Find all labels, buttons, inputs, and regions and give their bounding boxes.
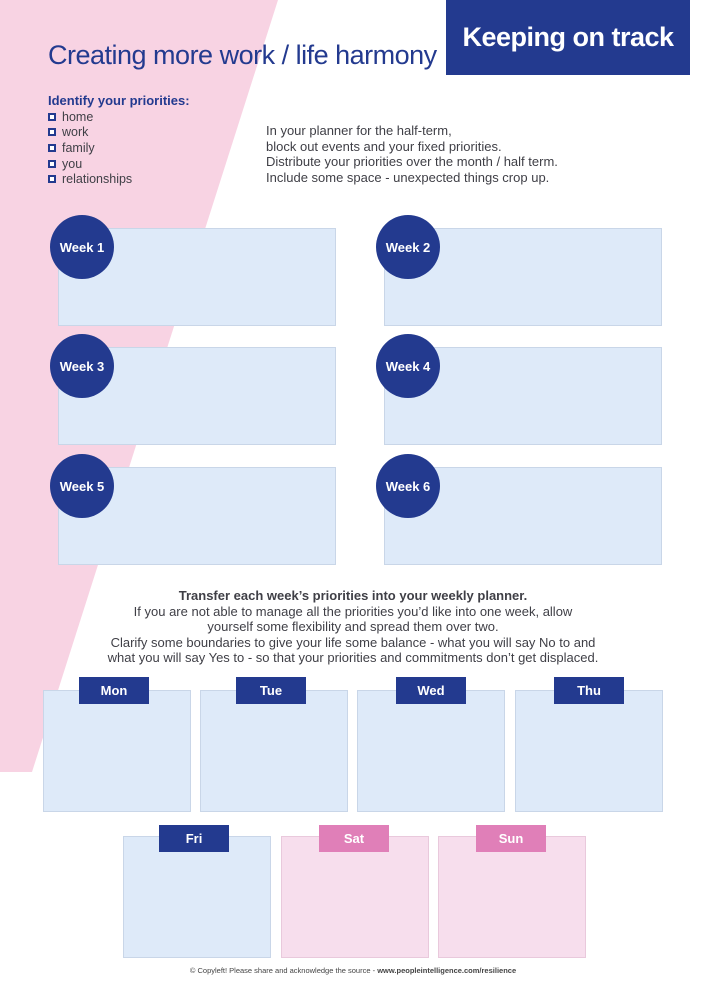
priority-label: work [62, 125, 89, 140]
priorities-heading: Identify your priorities: [48, 93, 190, 108]
day-box-mon[interactable] [43, 690, 191, 812]
priorities-list: home work family you relationships [48, 109, 132, 187]
checkbox-icon[interactable] [48, 175, 56, 184]
day-tab-tue: Tue [236, 677, 306, 704]
priority-item-work[interactable]: work [48, 125, 132, 141]
priority-label: relationships [62, 172, 133, 187]
week-1-badge: Week 1 [50, 215, 114, 279]
day-box-tue[interactable] [200, 690, 348, 812]
day-box-wed[interactable] [357, 690, 505, 812]
checkbox-icon[interactable] [48, 128, 56, 137]
week-4-badge: Week 4 [376, 334, 440, 398]
day-tab-thu: Thu [554, 677, 624, 704]
priority-item-home[interactable]: home [48, 109, 132, 125]
footer: © Copyleft! Please share and acknowledge… [0, 966, 706, 975]
day-tab-mon: Mon [79, 677, 149, 704]
transfer-line: Clarify some boundaries to give your lif… [110, 634, 596, 650]
header-badge: Keeping on track [446, 0, 690, 75]
checkbox-icon[interactable] [48, 112, 56, 121]
instruction-line: Include some space - unexpected things c… [266, 170, 550, 186]
instruction-line: In your planner for the half-term, [266, 123, 452, 138]
checkbox-icon[interactable] [48, 143, 56, 152]
transfer-line: yourself some flexibility and spread the… [207, 619, 499, 635]
priority-item-you[interactable]: you [48, 156, 132, 172]
day-tab-sat: Sat [319, 825, 389, 852]
transfer-instructions: Transfer each week’s priorities into you… [40, 588, 666, 666]
day-tab-sun: Sun [476, 825, 546, 852]
transfer-heading: Transfer each week’s priorities into you… [178, 588, 528, 603]
day-box-fri[interactable] [123, 836, 271, 958]
instruction-line: block out events and your fixed prioriti… [266, 138, 502, 154]
week-6-badge: Week 6 [376, 454, 440, 518]
week-5-badge: Week 5 [50, 454, 114, 518]
priority-label: home [62, 109, 94, 124]
priority-label: you [62, 156, 83, 171]
priority-label: family [62, 140, 95, 155]
week-1-box[interactable] [58, 228, 336, 326]
day-box-sat[interactable] [281, 836, 429, 958]
week-3-badge: Week 3 [50, 334, 114, 398]
page-title: Creating more work / life harmony [48, 40, 437, 70]
day-tab-fri: Fri [159, 825, 229, 852]
instructions: In your planner for the half-term, block… [266, 123, 558, 186]
priority-item-relationships[interactable]: relationships [48, 171, 132, 187]
footer-link[interactable]: www.peopleintelligence.com/resilience [377, 966, 517, 975]
priority-item-family[interactable]: family [48, 140, 132, 156]
day-box-thu[interactable] [515, 690, 663, 812]
day-box-sun[interactable] [438, 836, 586, 958]
instruction-line: Distribute your priorities over the mont… [266, 154, 558, 170]
week-2-badge: Week 2 [376, 215, 440, 279]
footer-text: © Copyleft! Please share and acknowledge… [189, 966, 378, 975]
transfer-line: If you are not able to manage all the pr… [133, 603, 573, 619]
transfer-line: what you will say Yes to - so that your … [107, 650, 599, 666]
day-tab-wed: Wed [396, 677, 466, 704]
checkbox-icon[interactable] [48, 159, 56, 168]
